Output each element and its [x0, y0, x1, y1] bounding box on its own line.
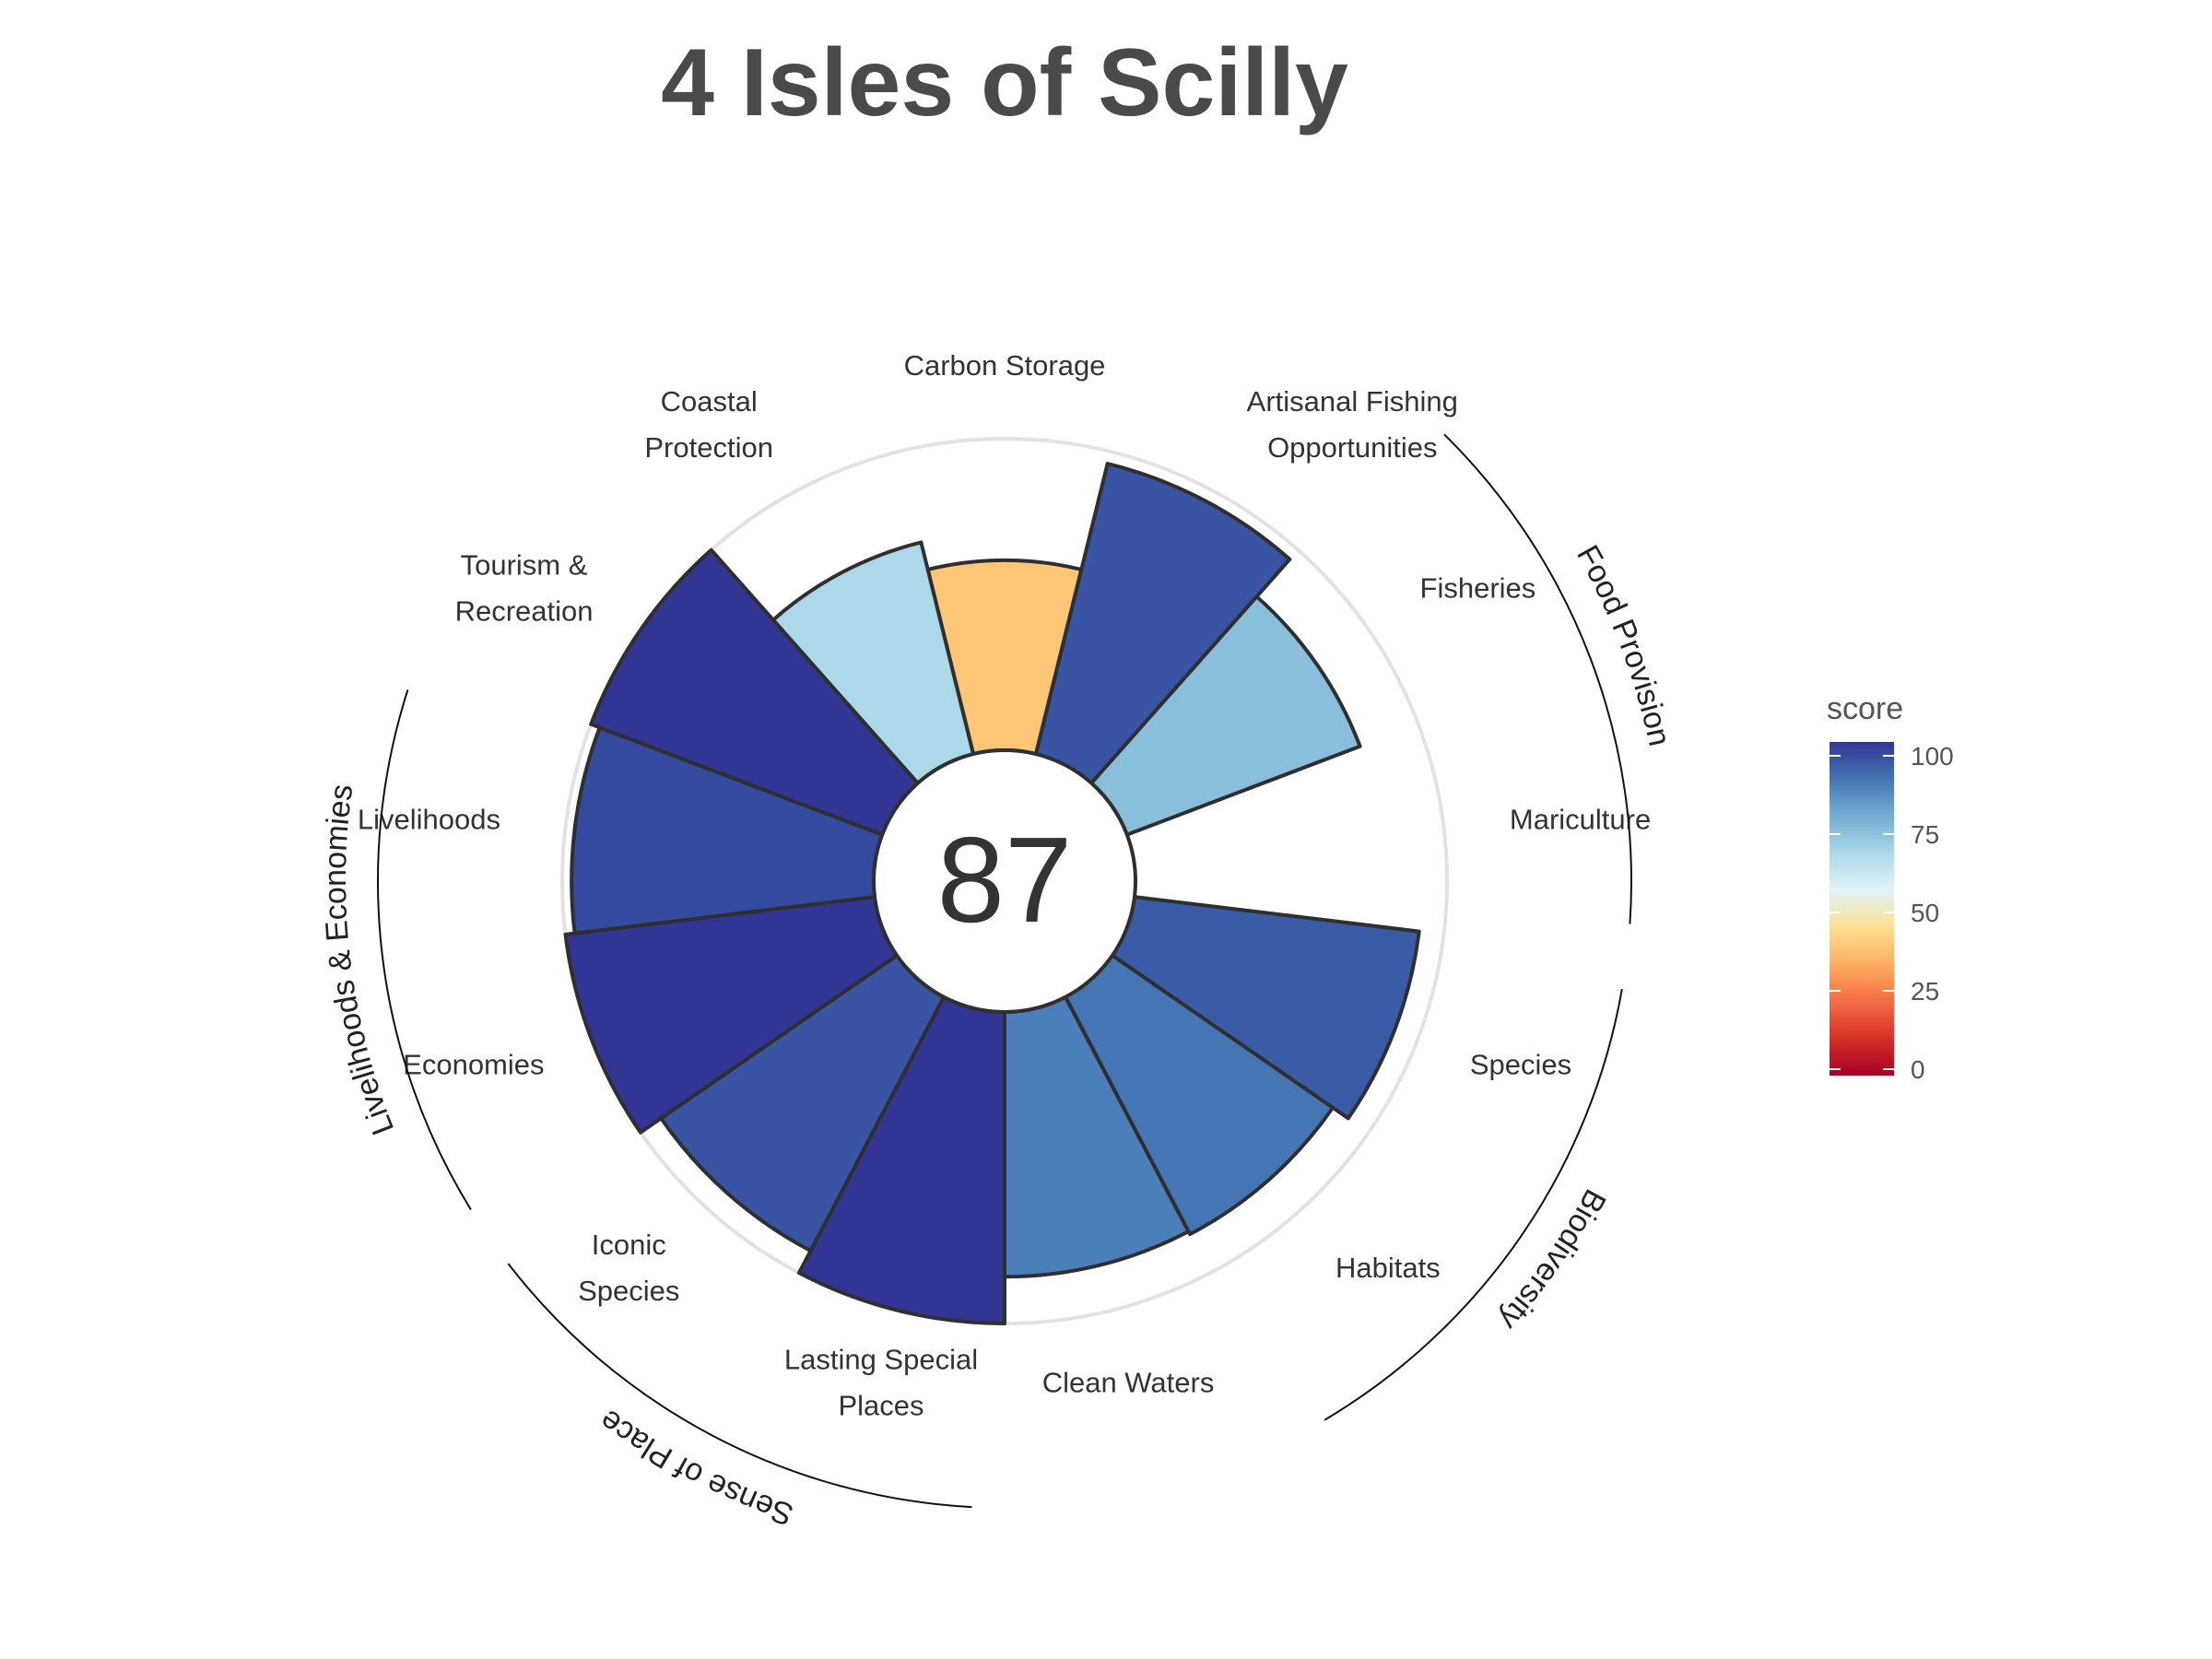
goal-label-group: Carbon Storage Artisanal Fishing Opportuni…	[358, 349, 1651, 1422]
goal-label-fisheries: Fisheries	[1420, 572, 1536, 605]
legend-tick-label: 25	[1911, 977, 1939, 1006]
goal-label-coastal-protection: Coastal Protection	[644, 385, 773, 464]
center-score: 87	[937, 812, 1073, 947]
goal-label-artisanal-fishing-opportunities: Artisanal Fishing Opportunities	[1247, 385, 1458, 464]
goal-label-lasting-special-places: Lasting Special Places	[784, 1344, 978, 1422]
goal-label-species: Species	[1470, 1048, 1571, 1080]
legend: score 100 75 50 25 0	[1827, 691, 1954, 1084]
legend-tick-label: 100	[1911, 742, 1954, 771]
goal-label-tourism-and-recreation: Tourism & Recreation	[455, 549, 594, 628]
legend-title: score	[1827, 691, 1903, 726]
goal-label-iconic-species: Iconic Species	[578, 1229, 679, 1307]
legend-tick-label: 75	[1911, 820, 1939, 849]
legend-tick-label: 0	[1911, 1055, 1925, 1084]
chart-title: 4 Isles of Scilly	[661, 29, 1348, 136]
goal-label-economies: Economies	[403, 1048, 544, 1080]
legend-tick-label: 50	[1911, 899, 1939, 927]
group-label-biodiversity: Biodiversity	[1492, 1183, 1613, 1336]
legend-ticks: 100 75 50 25 0	[1830, 742, 1954, 1084]
goal-label-carbon-storage: Carbon Storage	[904, 349, 1106, 382]
legend-colorbar	[1830, 742, 1894, 1076]
group-arc-food-provision	[1443, 433, 1632, 924]
group-arc-biodiversity	[1324, 989, 1623, 1421]
goal-label-habitats: Habitats	[1335, 1252, 1441, 1284]
center-disc	[872, 748, 1137, 1014]
group-arc-sense-of-place	[507, 1263, 972, 1509]
group-arc-livelihoods-and-economies	[377, 689, 472, 1210]
group-label-livelihoods-and-economies: Livelihoods & Economies	[318, 782, 401, 1140]
goal-label-clean-waters: Clean Waters	[1042, 1367, 1215, 1399]
group-label-sense-of-place: Sense of Place	[593, 1403, 797, 1533]
